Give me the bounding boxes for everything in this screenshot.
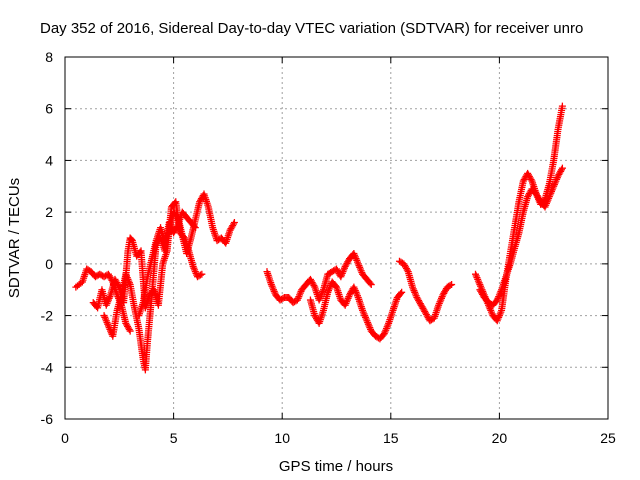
data-point	[310, 282, 318, 290]
y-tick-label: -6	[41, 411, 54, 427]
data-point	[366, 279, 374, 287]
data-point	[190, 222, 198, 230]
x-tick-label: 0	[61, 430, 69, 446]
data-point	[397, 290, 405, 298]
data-point	[367, 281, 375, 289]
x-tick-label: 25	[600, 430, 616, 446]
series-sat-c	[100, 190, 238, 374]
data-point	[558, 102, 566, 110]
data-point	[558, 164, 566, 172]
data-point	[403, 266, 411, 274]
series-sat-g	[395, 257, 456, 325]
data-points	[72, 102, 566, 374]
grid-lines	[65, 57, 608, 419]
x-axis-label: GPS time / hours	[279, 458, 393, 475]
y-tick-label: 6	[45, 101, 53, 117]
data-point	[173, 223, 181, 231]
x-tick-label: 5	[170, 430, 178, 446]
data-point	[126, 327, 134, 335]
y-axis-label: SDTVAR / TECUs	[6, 178, 23, 298]
data-point	[446, 281, 454, 289]
x-tick-label: 15	[383, 430, 399, 446]
series-sat-i	[476, 164, 566, 309]
data-point	[196, 271, 204, 279]
y-tick-label: 8	[45, 49, 53, 65]
data-point	[191, 224, 199, 232]
data-point	[398, 288, 406, 296]
x-tick-label: 20	[492, 430, 508, 446]
data-point	[230, 220, 238, 228]
y-tick-label: 4	[45, 152, 53, 168]
y-tick-label: 2	[45, 204, 53, 220]
series-sat-h	[472, 102, 566, 325]
plot-frame	[64, 56, 609, 420]
y-tick-label: -4	[41, 359, 54, 375]
data-point	[230, 218, 238, 226]
series-sat-d	[135, 208, 199, 320]
chart-title: Day 352 of 2016, Sidereal Day-to-day VTE…	[40, 20, 583, 37]
data-point	[448, 281, 456, 289]
series-sat-f	[306, 278, 406, 343]
data-point	[527, 176, 535, 184]
y-tick-label: -2	[41, 308, 54, 324]
data-point	[114, 282, 122, 290]
y-tick-label: 0	[45, 256, 53, 272]
axis-ticks: 0 5 10 15 20 25 -6 -4 -2 0 2 4 6 8	[41, 49, 616, 446]
series-sat-e	[263, 250, 375, 307]
data-point	[198, 270, 206, 278]
x-tick-label: 10	[274, 430, 290, 446]
data-point	[136, 248, 144, 256]
data-point	[125, 326, 133, 334]
data-point	[558, 166, 566, 174]
